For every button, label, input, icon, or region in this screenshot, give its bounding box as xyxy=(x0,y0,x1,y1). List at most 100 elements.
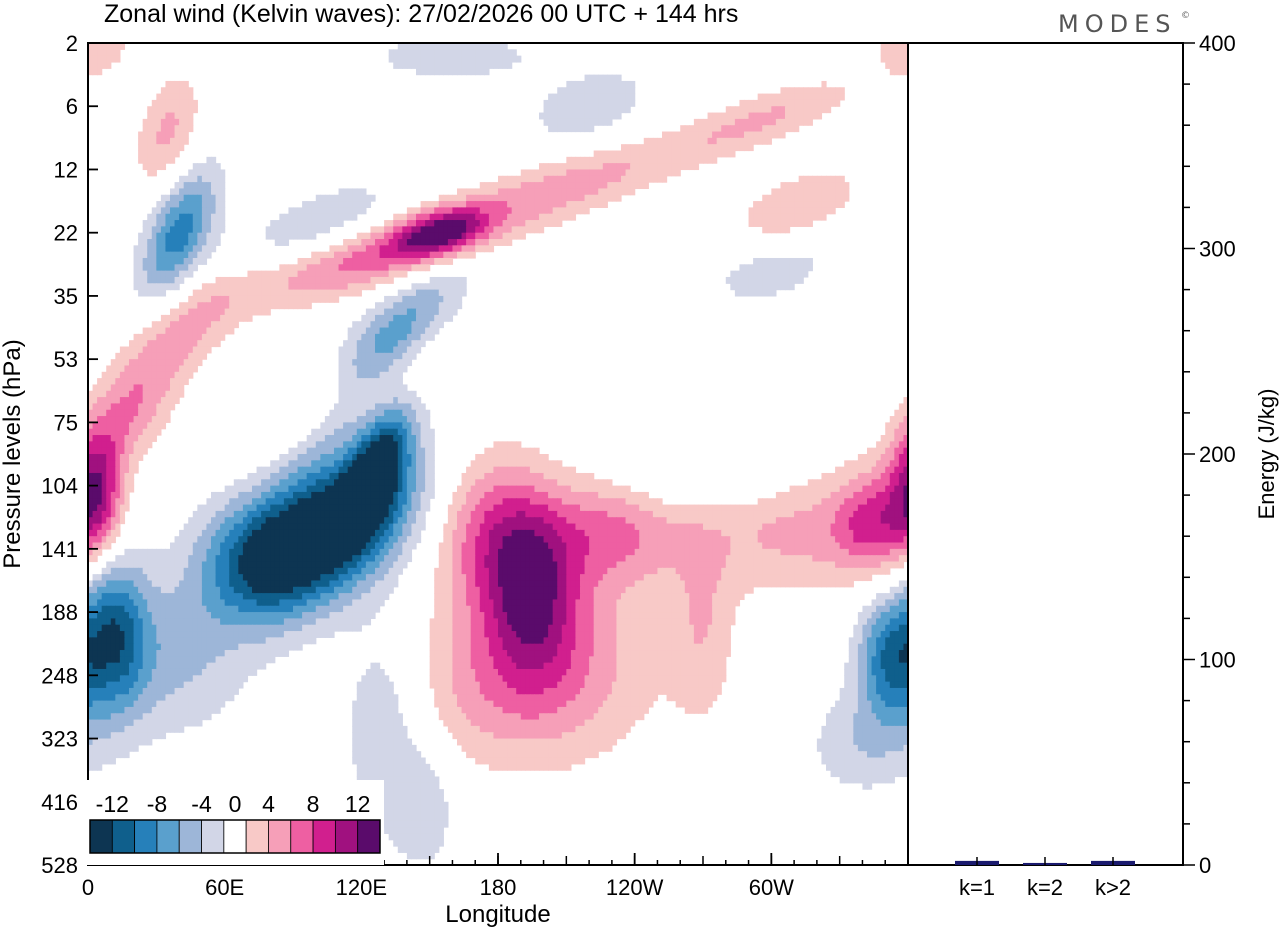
wind-cell xyxy=(730,112,736,120)
wind-cell xyxy=(343,536,349,544)
wind-cell xyxy=(302,264,308,272)
wind-cell xyxy=(265,295,271,303)
wind-cell xyxy=(256,491,262,499)
wind-cell xyxy=(97,529,103,537)
wind-cell xyxy=(211,232,217,240)
wind-cell xyxy=(352,365,358,373)
wind-cell xyxy=(575,118,581,126)
wind-cell xyxy=(502,220,508,227)
wind-cell xyxy=(543,169,549,177)
wind-cell xyxy=(393,416,399,423)
wind-cell xyxy=(762,289,768,297)
wind-cell xyxy=(133,257,139,265)
wind-cell xyxy=(306,454,312,461)
wind-cell xyxy=(762,99,768,107)
wind-cell xyxy=(379,460,385,468)
wind-cell xyxy=(197,333,203,341)
wind-cell xyxy=(352,416,358,423)
wind-cell xyxy=(803,213,809,221)
wind-cell xyxy=(534,213,540,221)
wind-cell xyxy=(347,510,353,518)
wind-cell xyxy=(370,245,376,253)
wind-cell xyxy=(261,523,267,531)
wind-cell xyxy=(748,517,754,525)
wind-cell xyxy=(885,49,891,57)
wind-cell xyxy=(406,55,413,63)
wind-cell xyxy=(129,447,135,455)
wind-cell xyxy=(361,201,367,208)
wind-cell xyxy=(643,150,649,158)
wind-cell xyxy=(201,163,208,171)
wind-cell xyxy=(183,131,189,139)
wind-cell xyxy=(580,169,586,177)
wind-cell xyxy=(352,504,358,512)
wind-cell xyxy=(388,314,394,322)
wind-cell xyxy=(302,523,308,531)
wind-cell xyxy=(315,517,321,525)
wind-cell xyxy=(416,232,422,240)
wind-cell xyxy=(566,479,572,487)
wind-cell xyxy=(375,416,381,423)
wind-cell xyxy=(315,213,321,221)
wind-cell xyxy=(379,416,385,423)
wind-cell xyxy=(835,87,841,95)
wind-cell xyxy=(156,156,162,164)
wind-cell xyxy=(411,251,417,259)
wind-cell xyxy=(356,472,362,480)
wind-cell xyxy=(616,99,622,107)
wind-cell xyxy=(179,257,185,265)
wind-cell xyxy=(329,194,335,202)
wind-cell xyxy=(539,163,545,171)
wind-cell xyxy=(511,220,517,227)
wind-cell xyxy=(780,131,786,139)
wind-cell xyxy=(420,428,426,436)
wind-cell xyxy=(438,49,444,57)
wind-cell xyxy=(206,295,212,303)
wind-cell xyxy=(411,491,417,499)
wind-cell xyxy=(516,491,522,499)
wind-cell xyxy=(356,232,362,240)
wind-cell xyxy=(434,49,440,57)
wind-cell xyxy=(315,201,321,208)
wind-cell xyxy=(361,510,367,518)
wind-cell xyxy=(379,529,385,537)
wind-cell xyxy=(274,460,280,468)
wind-cell xyxy=(643,529,649,537)
wind-cell xyxy=(534,194,540,202)
wind-cell xyxy=(766,276,772,284)
wind-cell xyxy=(101,517,107,525)
wind-cell xyxy=(110,529,116,537)
wind-cell xyxy=(447,232,454,240)
wind-cell xyxy=(507,498,513,506)
wind-cell xyxy=(598,485,604,493)
wind-cell xyxy=(138,257,144,265)
wind-cell xyxy=(97,435,103,442)
wind-cell xyxy=(844,182,850,190)
wind-cell xyxy=(211,491,217,499)
wind-cell xyxy=(630,517,636,525)
wind-cell xyxy=(183,99,189,107)
wind-cell xyxy=(703,517,709,525)
wind-cell xyxy=(343,283,349,291)
wind-cell xyxy=(639,182,645,190)
wind-cell xyxy=(548,175,554,183)
wind-cell xyxy=(324,510,331,518)
wind-cell xyxy=(124,485,130,493)
wind-cell xyxy=(188,239,194,246)
wind-cell xyxy=(119,441,126,449)
wind-cell xyxy=(124,409,130,417)
wind-cell xyxy=(529,536,536,544)
wind-cell xyxy=(261,498,267,506)
wind-cell xyxy=(757,207,763,215)
wind-cell xyxy=(903,416,908,423)
wind-cell xyxy=(124,428,130,436)
wind-cell xyxy=(839,479,845,487)
wind-cell xyxy=(580,125,586,133)
wind-cell xyxy=(848,529,854,537)
wind-cell xyxy=(561,517,567,525)
wind-cell xyxy=(174,182,180,190)
wind-cell xyxy=(835,510,841,518)
wind-cell xyxy=(211,169,217,177)
wind-cell xyxy=(361,321,367,329)
wind-cell xyxy=(835,93,841,101)
